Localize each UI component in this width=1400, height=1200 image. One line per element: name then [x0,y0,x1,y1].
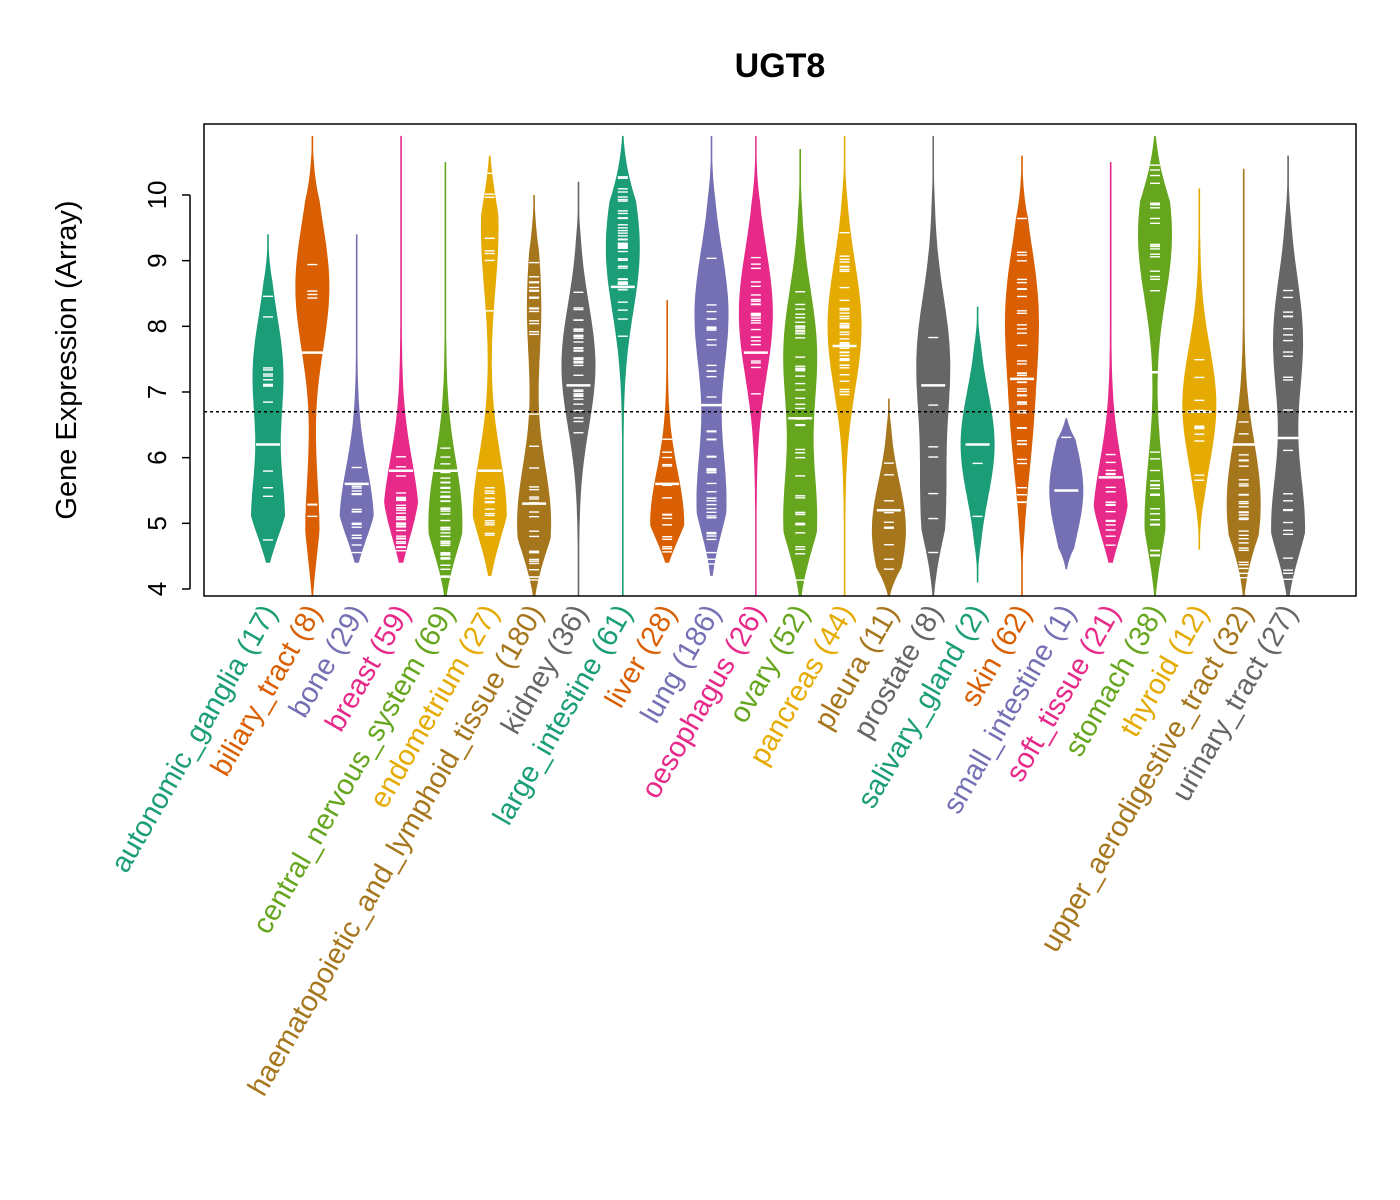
violin-thyroid [1182,188,1217,550]
violin-biliary_tract [295,135,330,596]
violin-upper_aerodigestive_tract [1226,168,1261,596]
y-tick-label: 10 [142,181,172,210]
violin-bone [339,234,374,563]
y-tick-label: 6 [142,450,172,464]
violin-haematopoietic_and_lymphoid_tissue [517,195,552,596]
violins-layer [251,135,1306,596]
violin-stomach [1138,135,1172,596]
violin-autonomic_ganglia [251,234,285,563]
violin-ovary [783,149,818,596]
violin-breast [384,135,419,563]
violin-small_intestine [1049,418,1084,570]
violin-liver [650,300,685,563]
violin-urinary_tract [1271,155,1306,596]
violin-large_intestine [605,135,640,596]
chart-title: UGT8 [735,47,826,85]
violin-oesophagus [738,135,773,596]
violin-pleura [871,398,906,596]
violin-kidney [561,181,596,596]
plot-frame [203,123,1357,597]
y-tick-label: 9 [142,253,172,267]
x-axis-labels: autonomic_ganglia (17)biliary_tract (8)b… [105,600,1304,1102]
y-axis: 4 5 6 7 8 9 10 [142,181,191,596]
violin-central_nervous_system [428,162,463,596]
violin-prostate [916,135,951,596]
violin-endometrium [472,155,507,576]
y-tick-label: 7 [142,385,172,399]
y-tick-label: 8 [142,319,172,333]
violin-lung [694,135,729,576]
y-tick-label: 4 [142,582,172,596]
y-tick-label: 5 [142,516,172,530]
violin-soft_tissue [1093,162,1128,563]
y-axis-label: Gene Expression (Array) [51,200,83,519]
